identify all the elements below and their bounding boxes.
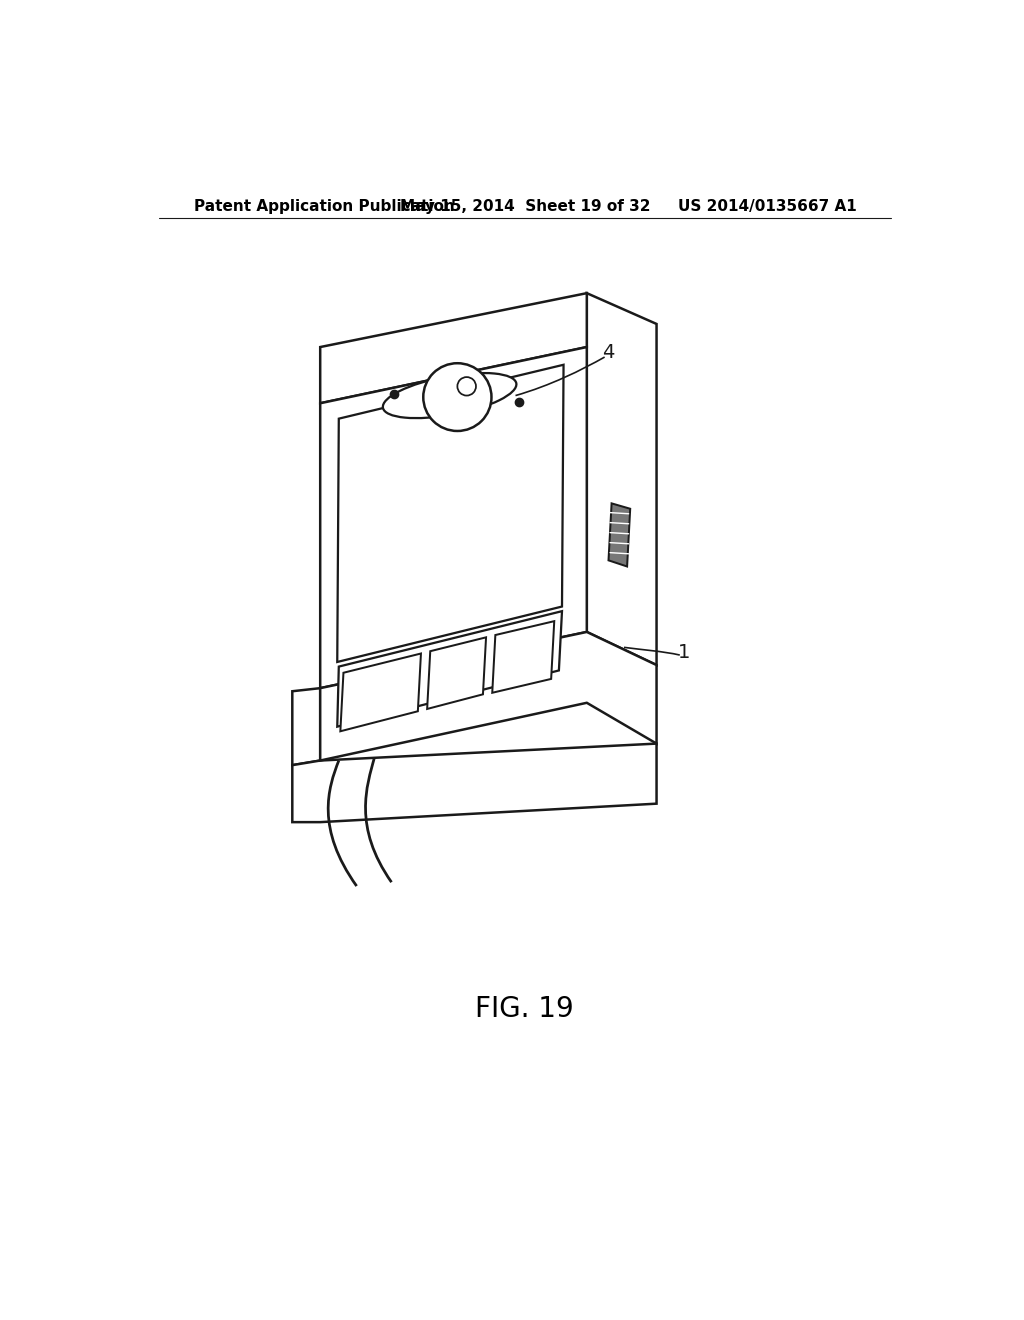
- Text: May 15, 2014  Sheet 19 of 32: May 15, 2014 Sheet 19 of 32: [399, 198, 650, 214]
- Text: 4: 4: [602, 343, 614, 362]
- Polygon shape: [321, 632, 656, 760]
- Polygon shape: [337, 364, 563, 663]
- Polygon shape: [292, 688, 321, 766]
- Polygon shape: [427, 638, 486, 709]
- Circle shape: [423, 363, 492, 430]
- Polygon shape: [337, 611, 562, 726]
- Ellipse shape: [383, 374, 516, 418]
- Polygon shape: [321, 347, 587, 688]
- Polygon shape: [493, 622, 554, 693]
- Polygon shape: [587, 293, 656, 665]
- Text: 1: 1: [678, 643, 690, 663]
- Text: Patent Application Publication: Patent Application Publication: [194, 198, 455, 214]
- Text: FIG. 19: FIG. 19: [475, 995, 574, 1023]
- Polygon shape: [340, 653, 421, 731]
- Polygon shape: [321, 293, 587, 404]
- Polygon shape: [292, 743, 656, 822]
- Polygon shape: [608, 503, 630, 566]
- Text: US 2014/0135667 A1: US 2014/0135667 A1: [678, 198, 856, 214]
